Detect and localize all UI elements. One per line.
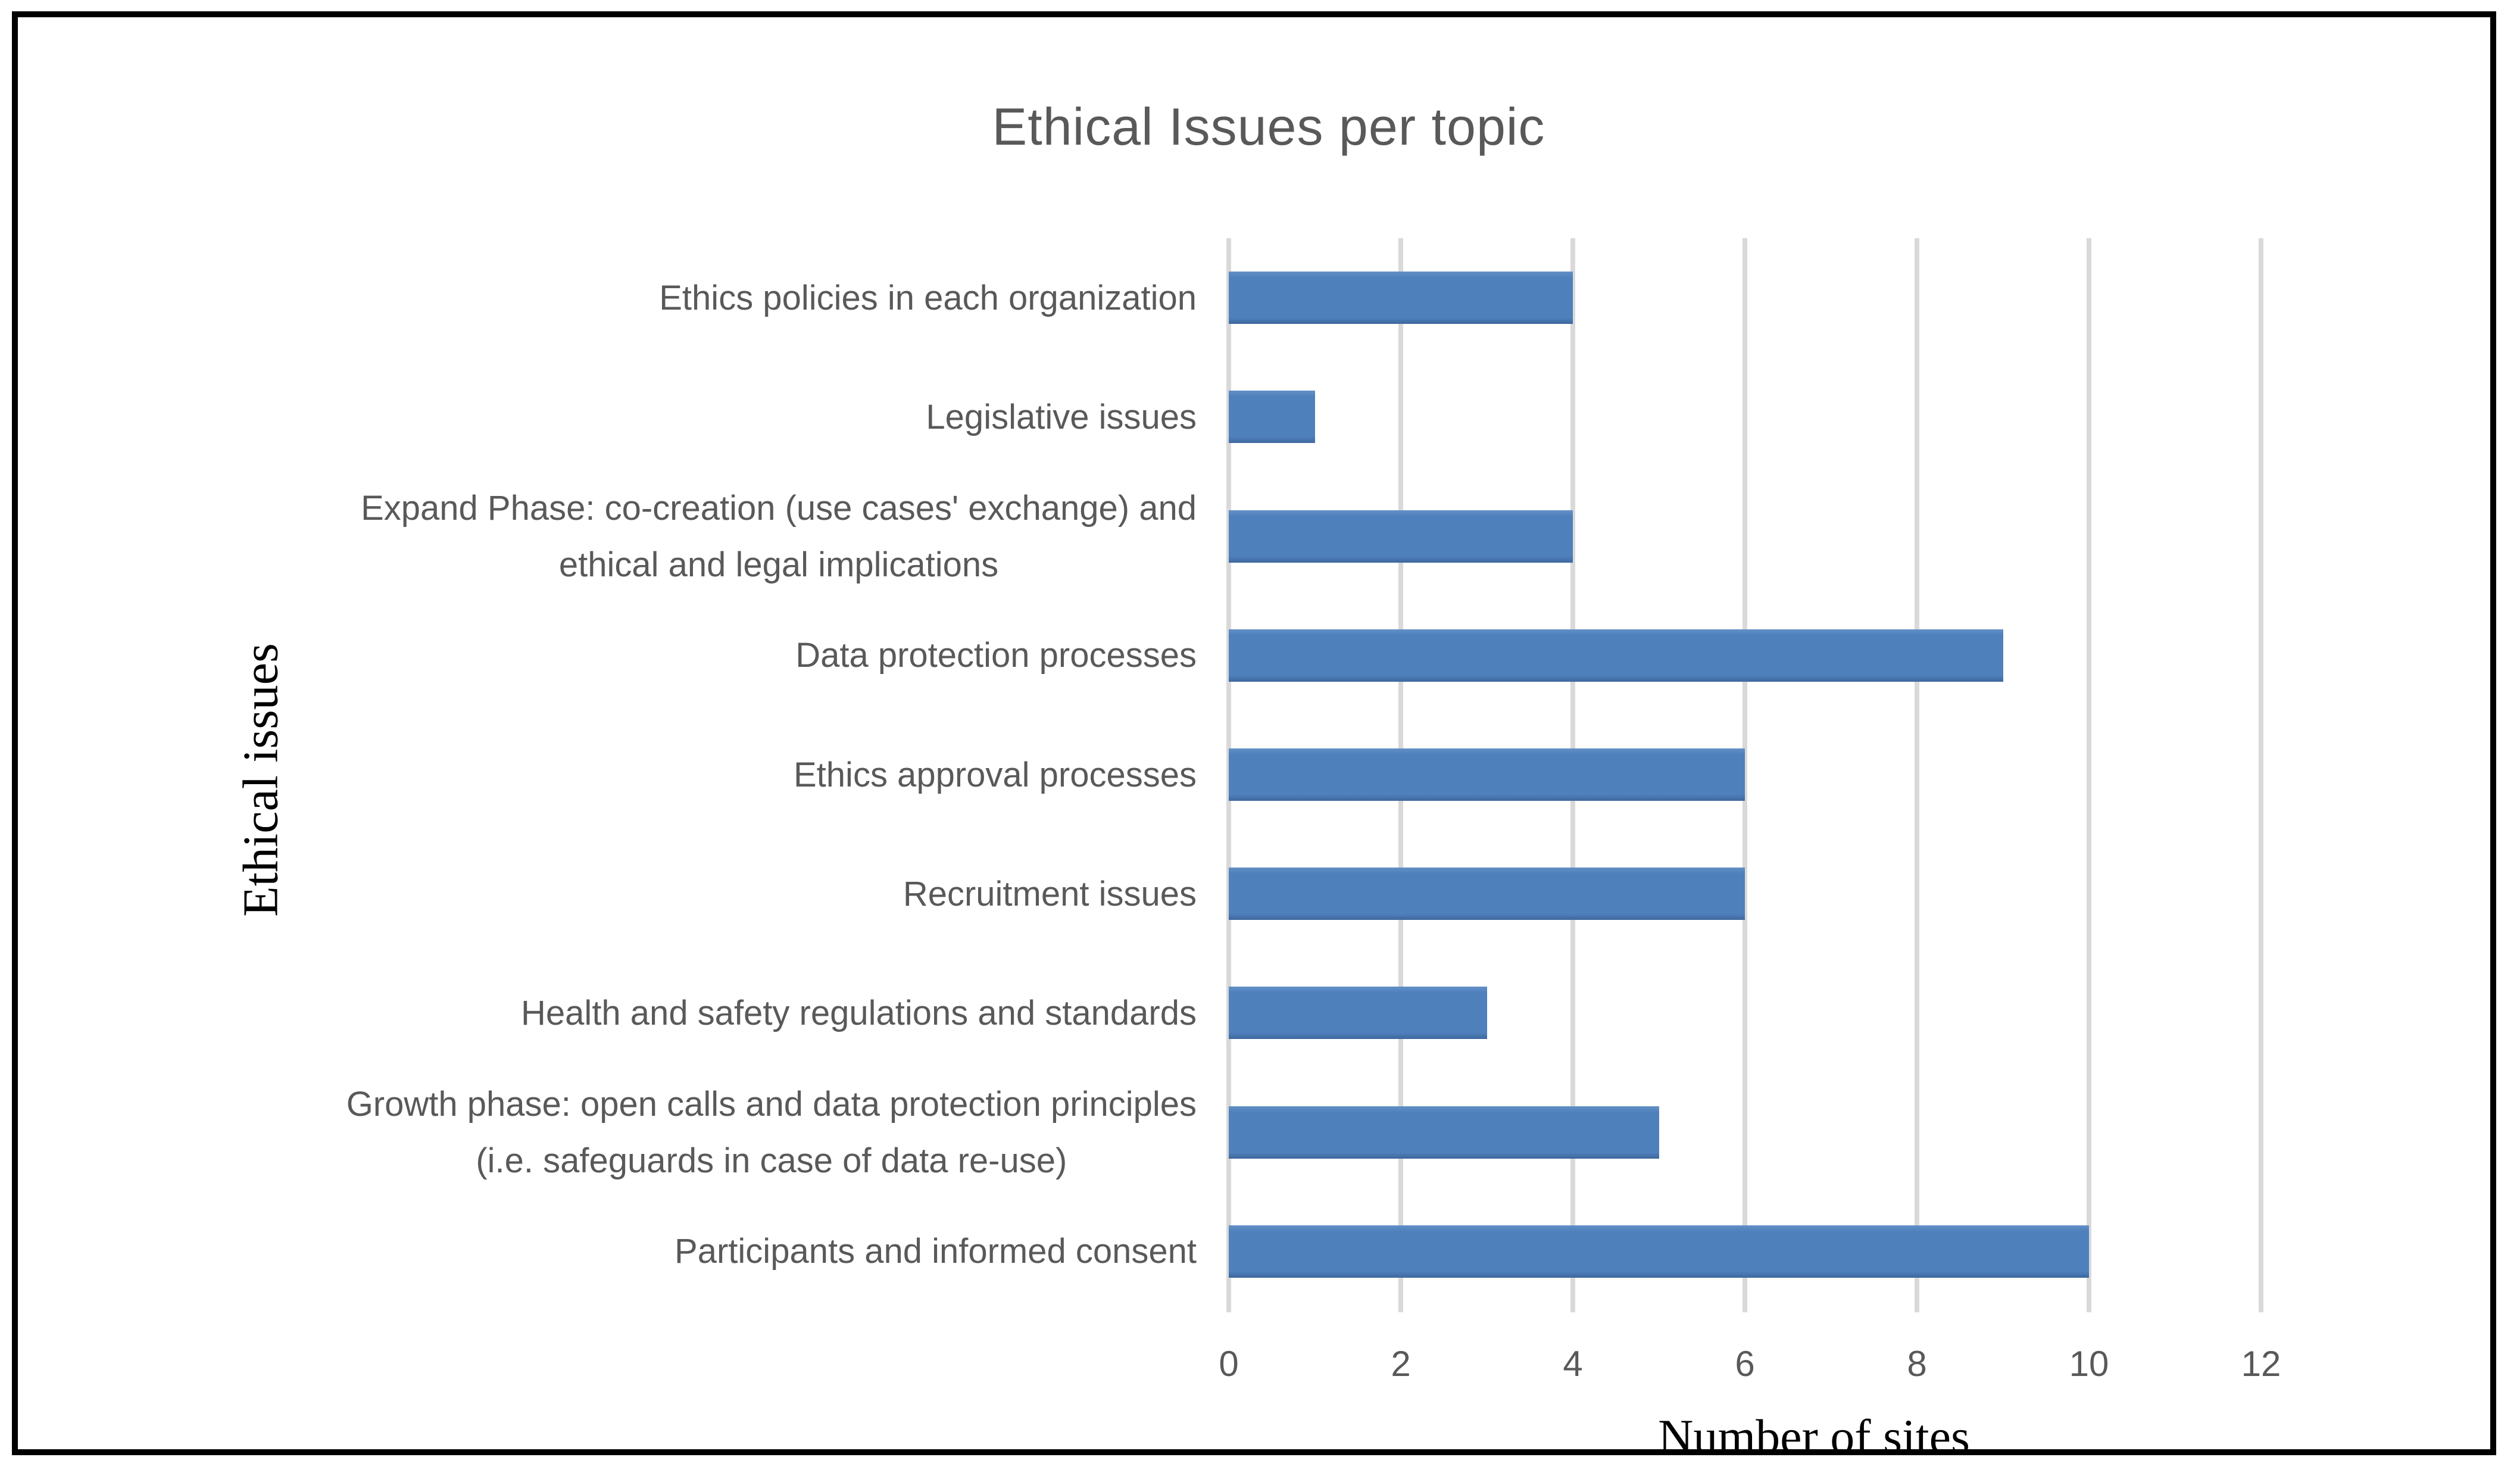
gridline-x-12 bbox=[2259, 238, 2263, 1312]
x-tick-label-0: 0 bbox=[1219, 1344, 1239, 1384]
bar-participants-and-informed-consent bbox=[1229, 1225, 2089, 1278]
category-label: Ethics approval processes bbox=[794, 755, 1197, 794]
category-label: Health and safety regulations and standa… bbox=[521, 993, 1197, 1032]
category-label: Data protection processes bbox=[795, 636, 1197, 675]
x-tick-label-4: 4 bbox=[1563, 1344, 1583, 1384]
category-label: Growth phase: open calls and data protec… bbox=[346, 1084, 1197, 1180]
bar-data-protection-processes bbox=[1229, 629, 2003, 682]
x-tick-label-6: 6 bbox=[1735, 1344, 1755, 1384]
category-label: Expand Phase: co-creation (use cases' ex… bbox=[361, 488, 1197, 584]
category-label: Ethics policies in each organization bbox=[659, 278, 1197, 317]
bar-ethics-policies-in-each-organization bbox=[1229, 272, 1573, 324]
x-tick-label-8: 8 bbox=[1907, 1344, 1927, 1384]
bar-legislative-issues bbox=[1229, 391, 1315, 444]
category-label: Participants and informed consent bbox=[675, 1232, 1197, 1271]
gridline-x-6 bbox=[1743, 238, 1747, 1312]
gridline-x-8 bbox=[1915, 238, 1919, 1312]
bar-recruitment-issues bbox=[1229, 868, 1745, 921]
x-tick-label-10: 10 bbox=[2069, 1344, 2109, 1384]
x-axis-title: Number of sites bbox=[1658, 1409, 1970, 1464]
chart-title: Ethical Issues per topic bbox=[992, 97, 1545, 156]
bar-expand-phase-co-creation-use-cases-excha bbox=[1229, 510, 1573, 563]
x-tick-label-2: 2 bbox=[1391, 1344, 1411, 1384]
bar-health-and-safety-regulations-and-standa bbox=[1229, 987, 1487, 1040]
x-tick-label-12: 12 bbox=[2241, 1344, 2281, 1384]
gridline-x-10 bbox=[2087, 238, 2091, 1312]
category-label: Recruitment issues bbox=[903, 874, 1197, 913]
bar-growth-phase-open-calls-and-data-protect bbox=[1229, 1106, 1659, 1159]
category-label: Legislative issues bbox=[926, 397, 1197, 436]
bar-ethics-approval-processes bbox=[1229, 748, 1745, 801]
